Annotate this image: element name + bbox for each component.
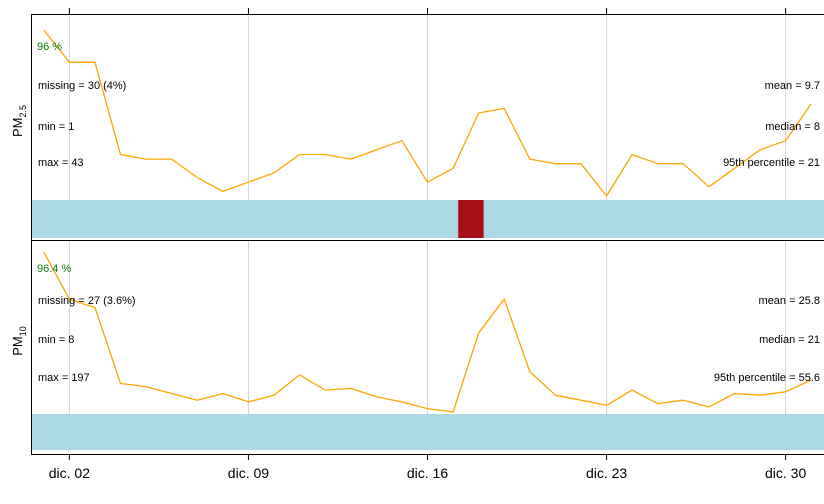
x-tick-label: dic. 23	[586, 465, 627, 481]
availability-segment-missing	[458, 200, 484, 238]
y-label-subscript: 2.5	[18, 105, 28, 118]
stat-right-0: mean = 9.7	[765, 80, 820, 92]
y-axis-label-panel-0: PM2.5	[10, 105, 28, 137]
stat-left-0: missing = 27 (3.6%)	[38, 295, 136, 307]
stat-right-1: median = 8	[765, 121, 820, 133]
stat-left-2: max = 197	[38, 372, 90, 384]
stat-right-2: 95th percentile = 55.6	[714, 372, 820, 384]
y-axis-label-panel-1: PM10	[10, 326, 28, 356]
y-label-main: PM	[10, 336, 25, 356]
stat-right-1: median = 21	[759, 334, 820, 346]
y-label-main: PM	[10, 118, 25, 138]
stat-left-0: missing = 30 (4%)	[38, 80, 126, 92]
availability-segment-available	[31, 200, 458, 238]
y-label-subscript: 10	[18, 326, 28, 336]
stat-left-1: min = 8	[38, 334, 74, 346]
stat-right-0: mean = 25.8	[759, 295, 820, 307]
availability-segment-available	[484, 200, 824, 238]
x-tick-label: dic. 30	[765, 465, 806, 481]
stat-left-1: min = 1	[38, 121, 74, 133]
coverage-label: 96 %	[37, 41, 62, 53]
x-tick-label: dic. 02	[49, 465, 90, 481]
x-tick-label: dic. 09	[228, 465, 269, 481]
availability-segment-available	[31, 414, 824, 450]
stat-left-2: max = 43	[38, 157, 84, 169]
x-tick-label: dic. 16	[407, 465, 448, 481]
coverage-label: 96.4 %	[37, 263, 71, 275]
stat-right-2: 95th percentile = 21	[723, 157, 820, 169]
